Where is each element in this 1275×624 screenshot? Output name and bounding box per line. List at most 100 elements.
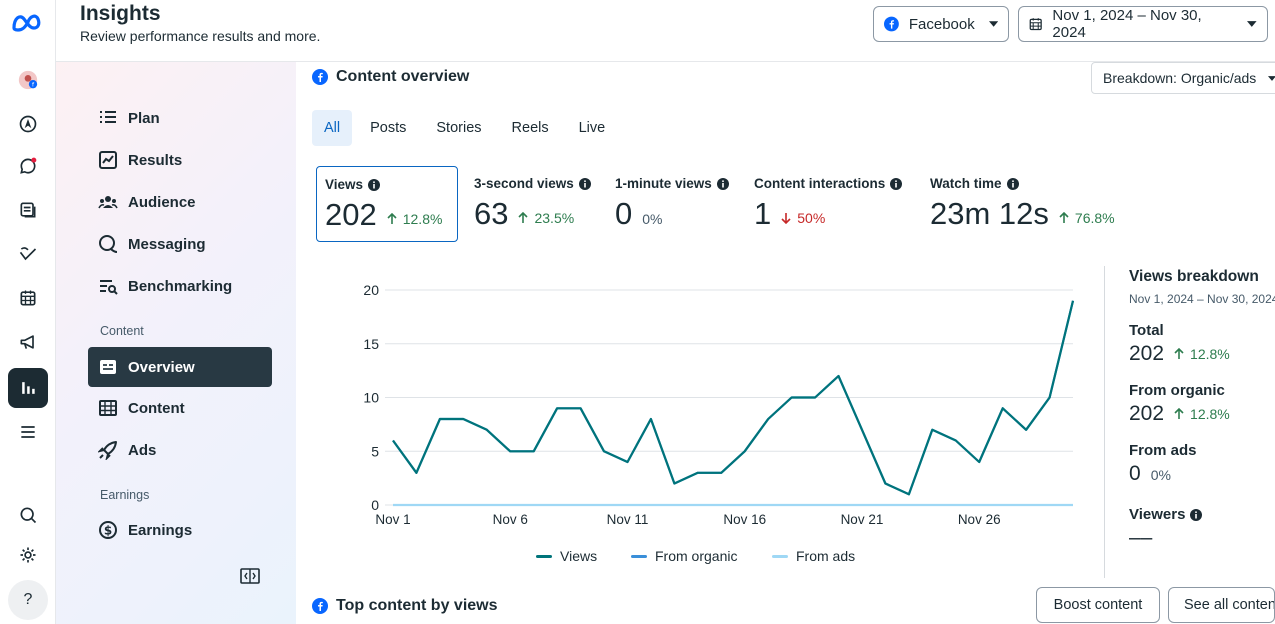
date-range-label: Nov 1, 2024 – Nov 30, 2024 bbox=[1052, 7, 1202, 41]
compass-icon[interactable] bbox=[8, 104, 48, 144]
facebook-icon bbox=[312, 69, 328, 85]
tab-reels[interactable]: Reels bbox=[511, 120, 549, 136]
info-icon[interactable] bbox=[368, 178, 381, 191]
metric-label: Views bbox=[325, 177, 381, 192]
metric-change: 12.8% bbox=[387, 211, 442, 227]
help-icon[interactable]: ? bbox=[8, 580, 48, 620]
x-tick-label: Nov 11 bbox=[607, 512, 649, 527]
tab-posts[interactable]: Posts bbox=[370, 120, 407, 136]
menu-icon[interactable] bbox=[8, 412, 48, 452]
legend-item-from-ads[interactable]: From ads bbox=[772, 548, 855, 564]
sidebar-item-audience[interactable]: Audience bbox=[88, 182, 272, 222]
legend-swatch bbox=[772, 554, 788, 558]
metric-change: 76.8% bbox=[1059, 210, 1115, 226]
organic-value: 202 bbox=[1129, 402, 1165, 425]
organic-change-text: 12.8% bbox=[1190, 406, 1230, 422]
metric-1-minute-views[interactable]: 1-minute views 0 0% bbox=[607, 166, 742, 242]
page-title: Insights bbox=[80, 2, 161, 25]
sidebar-item-results[interactable]: Results bbox=[88, 140, 272, 180]
metric-watch-time[interactable]: Watch time 23m 12s 76.8% bbox=[922, 166, 1132, 242]
results-icon bbox=[99, 151, 117, 169]
sidebar-item-label: Earnings bbox=[128, 521, 193, 539]
meta-logo[interactable] bbox=[10, 10, 46, 36]
legend-item-views[interactable]: Views bbox=[536, 548, 597, 564]
metric-value: 1 bbox=[754, 196, 772, 231]
svg-text:$: $ bbox=[104, 524, 112, 538]
caret-down-icon bbox=[1247, 21, 1257, 27]
boost-content-button[interactable]: Boost content bbox=[1036, 587, 1160, 623]
planner-icon[interactable] bbox=[8, 234, 48, 274]
legend-item-from-organic[interactable]: From organic bbox=[631, 548, 737, 564]
sidebar-item-label: Content bbox=[128, 399, 185, 417]
metric-label: Content interactions bbox=[754, 176, 903, 191]
tab-stories[interactable]: Stories bbox=[436, 120, 482, 136]
metric-change-text: 0% bbox=[642, 211, 663, 227]
x-tick-label: Nov 1 bbox=[375, 512, 410, 527]
tab-all[interactable]: All bbox=[312, 110, 353, 146]
megaphone-icon[interactable] bbox=[8, 322, 48, 362]
x-tick-label: Nov 21 bbox=[841, 512, 884, 527]
calendar-icon bbox=[1029, 18, 1042, 31]
metric-label: 3-second views bbox=[474, 176, 591, 191]
metric-value-row: 23m 12s 76.8% bbox=[930, 196, 1115, 232]
chat-icon[interactable] bbox=[8, 146, 48, 186]
ads-value: 0 bbox=[1129, 462, 1141, 485]
viewers-label-text: Viewers bbox=[1129, 506, 1186, 523]
dollar-icon: $ bbox=[99, 521, 117, 539]
page-subtitle: Review performance results and more. bbox=[80, 28, 321, 44]
ads-row: 0 0% bbox=[1129, 462, 1275, 486]
series-line-views[interactable] bbox=[392, 300, 1075, 496]
breakdown-dropdown[interactable]: Breakdown: Organic/ads bbox=[1091, 62, 1275, 94]
sidebar-item-messaging[interactable]: Messaging bbox=[88, 224, 272, 264]
sidebar-item-label: Audience bbox=[128, 193, 196, 211]
tab-live[interactable]: Live bbox=[578, 120, 606, 136]
content-tabs: All Posts Stories Reels Live bbox=[312, 110, 623, 146]
posts-icon[interactable] bbox=[8, 190, 48, 230]
calendar-icon[interactable] bbox=[8, 278, 48, 318]
metric-value-row: 0 0% bbox=[615, 196, 662, 232]
metric-3-second-views[interactable]: 3-second views 63 23.5% bbox=[466, 166, 606, 242]
x-tick-label: Nov 6 bbox=[493, 512, 528, 527]
sidebar-item-content[interactable]: Content bbox=[88, 388, 272, 428]
sidebar-item-label: Overview bbox=[128, 358, 195, 376]
metric-views[interactable]: Views 202 12.8% bbox=[316, 166, 458, 242]
info-icon[interactable] bbox=[1190, 508, 1203, 521]
legend-swatch bbox=[631, 554, 647, 558]
panel-divider bbox=[1104, 266, 1105, 578]
metric-value: 23m 12s bbox=[930, 196, 1049, 231]
ads-change-text: 0% bbox=[1150, 467, 1171, 483]
sidebar-item-ads[interactable]: Ads bbox=[88, 430, 272, 470]
info-icon[interactable] bbox=[716, 177, 729, 190]
date-range-selector[interactable]: Nov 1, 2024 – Nov 30, 2024 bbox=[1018, 6, 1268, 42]
gear-icon[interactable] bbox=[8, 535, 48, 575]
metric-change-text: 23.5% bbox=[534, 210, 575, 226]
arrow-up-icon bbox=[1174, 408, 1184, 419]
search-icon[interactable] bbox=[8, 495, 48, 535]
collapse-sidebar-icon[interactable] bbox=[240, 568, 260, 584]
sidebar: Plan Results Audience Messaging Benchmar… bbox=[56, 62, 296, 624]
sidebar-item-label: Results bbox=[128, 151, 183, 169]
info-icon[interactable] bbox=[1006, 177, 1019, 190]
sidebar-item-overview[interactable]: Overview bbox=[88, 347, 272, 387]
see-all-content-button[interactable]: See all content bbox=[1168, 587, 1275, 623]
metric-label: Watch time bbox=[930, 176, 1019, 191]
info-icon[interactable] bbox=[578, 177, 591, 190]
sidebar-item-plan[interactable]: Plan bbox=[88, 98, 272, 138]
profile-avatar[interactable]: f bbox=[8, 60, 48, 100]
rocket-icon bbox=[98, 441, 117, 460]
total-change-text: 12.8% bbox=[1190, 346, 1230, 362]
views-line-chart: 0 5 10 15 20 Nov 1 Nov 6 Nov 11 Nov 16 Nov 21 Nov … bbox=[363, 282, 1075, 527]
views-breakdown-panel: Views breakdown Nov 1, 2024 – Nov 30, 20… bbox=[1129, 268, 1275, 550]
sidebar-item-benchmarking[interactable]: Benchmarking bbox=[88, 266, 272, 306]
sidebar-item-earnings[interactable]: $ Earnings bbox=[88, 510, 272, 550]
platform-selector[interactable]: Facebook bbox=[873, 6, 1009, 42]
x-tick-label: Nov 26 bbox=[958, 512, 1001, 527]
metric-label-text: Content interactions bbox=[754, 176, 886, 191]
insights-icon[interactable] bbox=[8, 368, 48, 408]
facebook-icon bbox=[312, 598, 328, 614]
metric-content-interactions[interactable]: Content interactions 1 50% bbox=[746, 166, 916, 242]
breakdown-label: Breakdown: Organic/ads bbox=[1103, 70, 1257, 86]
info-icon[interactable] bbox=[890, 177, 903, 190]
organic-change: 12.8% bbox=[1174, 406, 1230, 422]
metric-change: 0% bbox=[642, 211, 662, 227]
